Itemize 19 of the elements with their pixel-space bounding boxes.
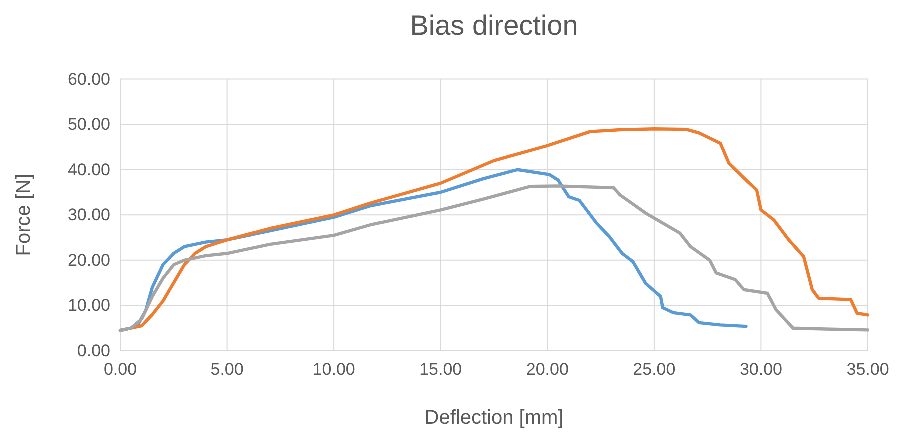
x-axis-title: Deflection [mm] <box>424 407 564 429</box>
x-tick-label: 25.00 <box>633 360 676 380</box>
x-tick-label: 0.00 <box>104 360 138 380</box>
y-axis-title: Force [N] <box>13 174 35 256</box>
y-tick-label: 60.00 <box>68 70 110 89</box>
x-tick-label: 10.00 <box>312 360 356 380</box>
y-tick-label: 40.00 <box>68 160 110 180</box>
x-tick-label: 35.00 <box>846 360 890 380</box>
y-tick-label: 20.00 <box>68 250 110 270</box>
y-tick-label: 50.00 <box>68 115 110 134</box>
x-tick-label: 15.00 <box>420 360 462 380</box>
chart-title: Bias direction <box>410 10 578 41</box>
x-tick-label: 5.00 <box>210 360 244 380</box>
y-tick-label: 10.00 <box>68 296 110 316</box>
y-tick-label: 30.00 <box>68 206 110 225</box>
x-tick-label: 20.00 <box>526 360 569 380</box>
line-series <box>118 184 870 332</box>
x-tick-label: 30.00 <box>740 360 782 380</box>
y-tick-label: 0.00 <box>77 341 110 360</box>
